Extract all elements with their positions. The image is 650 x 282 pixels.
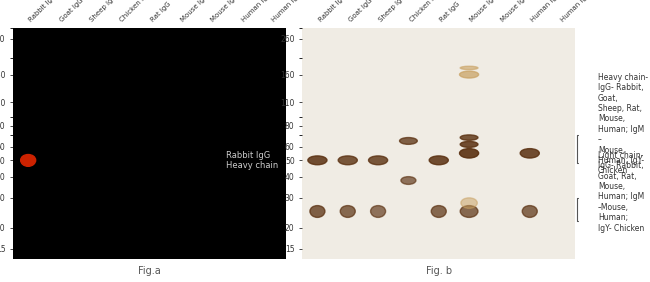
Ellipse shape (520, 149, 540, 158)
Ellipse shape (522, 206, 538, 217)
Ellipse shape (461, 198, 477, 208)
Ellipse shape (310, 206, 325, 217)
Text: Light chain- IgG- Rabbit, Goat, Rat,
Mouse, Human; IgM –Mouse, Human;
IgY- Chick: Light chain- IgG- Rabbit, Goat, Rat, Mou… (598, 151, 644, 233)
Ellipse shape (338, 156, 358, 165)
Ellipse shape (400, 138, 417, 144)
Ellipse shape (460, 142, 478, 147)
Text: Rabbit IgG
Heavy chain: Rabbit IgG Heavy chain (226, 151, 278, 170)
Ellipse shape (460, 206, 478, 217)
Text: Heavy chain- IgG- Rabbit, Goat,
Sheep, Rat, Mouse, Human; IgM –
Mouse, Human; Ig: Heavy chain- IgG- Rabbit, Goat, Sheep, R… (598, 73, 648, 175)
Text: Fig.a: Fig.a (138, 266, 161, 276)
Ellipse shape (460, 66, 478, 70)
Ellipse shape (21, 155, 36, 166)
Ellipse shape (429, 156, 448, 165)
Ellipse shape (308, 156, 327, 165)
Ellipse shape (401, 177, 416, 184)
Ellipse shape (460, 135, 478, 140)
Ellipse shape (370, 206, 385, 217)
Ellipse shape (460, 71, 478, 78)
Text: Fig. b: Fig. b (426, 266, 452, 276)
Ellipse shape (369, 156, 387, 165)
Ellipse shape (460, 149, 478, 158)
Ellipse shape (340, 206, 356, 217)
Ellipse shape (431, 206, 447, 217)
